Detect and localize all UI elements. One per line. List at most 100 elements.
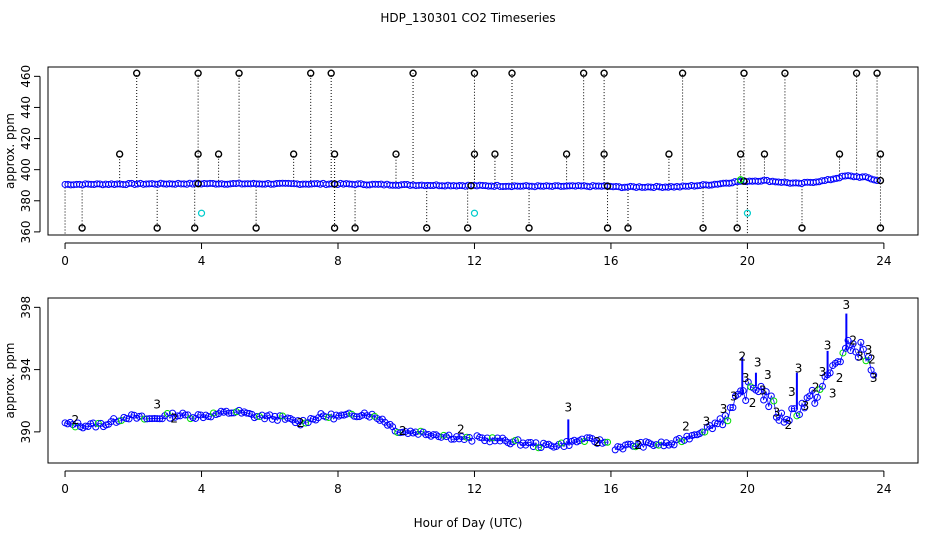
flag-point-high [781,69,789,77]
flag-point-high [579,69,588,77]
sample-point [808,386,816,394]
flag-point-mid [194,150,202,158]
quality-code-label: 2 [682,419,690,433]
sample-point [790,405,798,413]
sample-point [762,388,770,396]
flag-point-near [603,182,612,190]
quality-code-label: 3 [824,338,832,352]
sample-point [724,417,732,425]
quality-code-label: 2 [836,371,844,385]
cal-point [743,209,752,217]
x-tick-label: 12 [467,482,482,496]
cal-point [470,209,479,217]
sample-point [857,338,865,346]
flag-point-low [603,224,612,232]
sample-point [854,353,862,361]
x-tick-label: 20 [740,482,755,496]
flag-point-near [194,179,202,188]
sample-point [534,444,542,452]
sample-point [511,436,519,444]
sample-point [542,441,550,449]
flag-point-mid [214,150,223,158]
sample-point [859,345,867,353]
sample-point [778,409,786,417]
sample-point [788,405,796,413]
flag-point-mid [470,150,479,158]
flag-point-low [252,224,260,232]
flag-point-mid [115,150,124,158]
sample-point [719,421,727,429]
y-tick-label: 400 [19,158,33,181]
sample-point [227,409,235,417]
sample-point [861,173,869,181]
flag-point-low [191,224,199,232]
y-tick-label: 394 [19,358,33,381]
quality-code-label: 3 [153,398,161,412]
sample-point [844,336,852,344]
flag-point-high [409,69,417,77]
sample-point [739,387,747,395]
sample-point [181,411,189,419]
sample-point [785,417,793,425]
flag-point-low [624,224,632,232]
flag-point-near [740,177,748,185]
x-tick-label: 24 [876,254,891,268]
top-panel: 0 4 8 12 16 20 24 360 380 400 420 440 460 approx. ppm [3,65,919,268]
y-axis-label: approx. ppm [3,343,17,419]
x-tick-label: 16 [603,254,618,268]
x-axis-label: Hour of Day (UTC) [414,516,523,530]
y-tick-label: 360 [19,220,33,243]
flag-point-low [351,224,359,232]
sample-point [151,415,159,423]
quality-code-label: 3 [865,343,873,357]
sample-point [806,392,814,400]
quality-code-label: 3 [759,384,767,398]
sample-point [353,413,361,421]
flag-point-mid [289,150,298,158]
quality-code-label: 3 [802,399,810,413]
quality-code-label: 2 [170,412,178,426]
sample-point [140,415,148,423]
sample-point [698,428,706,436]
x-tick-label: 4 [198,482,206,496]
flag-point-mid [736,150,745,158]
plot-frame [47,297,919,464]
sample-point [350,412,358,420]
quality-code-label: 3 [795,362,803,376]
sample-point [834,358,842,366]
flag-point-high [508,69,516,77]
sample-point [691,431,699,439]
flag-point-high [133,69,141,77]
y-tick-label: 420 [19,127,33,150]
sample-point [770,397,778,405]
sample-point [737,387,745,395]
figure-title: HDP_130301 CO2 Timeseries [380,11,555,25]
flag-point-mid [392,150,400,158]
sample-point [583,434,591,442]
flag-point-low [153,224,161,232]
sample-point [468,437,476,445]
quality-code-label: 3 [730,390,738,404]
flag-point-high [327,69,335,77]
quality-code-label: 3 [564,401,572,415]
flag-point-low [423,224,431,232]
sample-point [729,403,737,411]
y-tick-label: 440 [19,96,33,119]
quality-code-label: 3 [788,385,796,399]
sample-point [847,347,855,355]
flag-point-low [463,224,472,232]
cal-point [197,209,206,217]
sample-point [836,358,844,366]
flag-point-high [873,69,881,77]
flag-point-mid [876,150,885,158]
quality-code-label: 2 [812,380,820,394]
quality-code-label: 2 [399,424,407,438]
flag-point-high [740,69,748,77]
x-tick-label: 0 [61,482,69,496]
sample-point [716,415,724,423]
sample-point [122,414,130,422]
quality-code-label: 2 [297,416,305,430]
quality-code-label: 3 [764,368,772,382]
